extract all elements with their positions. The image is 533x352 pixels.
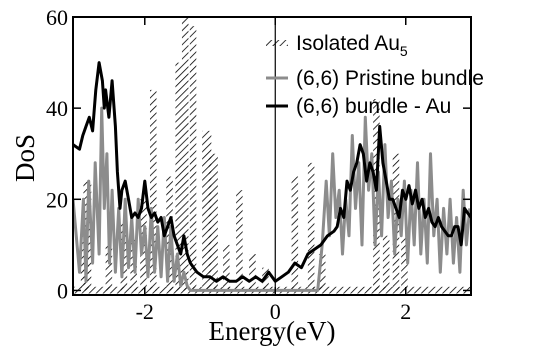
legend-entry-isolated-au5: Isolated Au5 xyxy=(266,32,408,59)
isolated-au5-peak xyxy=(307,162,315,291)
x-tick-label: 2 xyxy=(400,299,411,324)
legend-swatch-hatched xyxy=(266,40,288,46)
isolated-au5-peak xyxy=(189,26,197,291)
isolated-au5-peak xyxy=(249,253,256,291)
axis-ticks xyxy=(73,16,471,295)
y-tick-label: 0 xyxy=(57,278,68,303)
isolated-au5-peak xyxy=(208,153,218,291)
x-tick-label: -2 xyxy=(136,299,154,324)
legend-label-pristine-bundle: (6,6) Pristine bundle xyxy=(296,67,484,90)
plot-frame xyxy=(72,16,472,296)
legend-label-bundle-au: (6,6) bundle - Au xyxy=(296,95,451,118)
legend: Isolated Au5 (6,6) Pristine bundle (6,6)… xyxy=(266,32,484,118)
legend-entry-bundle-au: (6,6) bundle - Au xyxy=(266,95,451,118)
plot-area xyxy=(73,17,471,295)
y-tick-label: 60 xyxy=(46,5,68,30)
y-tick-label: 40 xyxy=(46,96,68,121)
legend-entry-pristine-bundle: (6,6) Pristine bundle xyxy=(266,67,484,90)
isolated-au5-peak xyxy=(181,17,189,291)
isolated-au5-peak xyxy=(382,235,390,291)
isolated-au5-peak xyxy=(236,190,243,291)
x-tick-label: 0 xyxy=(270,299,281,324)
pristine-bundle-line xyxy=(73,106,471,292)
isolated-au5-peak xyxy=(223,244,230,291)
x-axis-title: Energy(eV) xyxy=(209,316,336,346)
y-axis-title: DoS xyxy=(10,134,40,182)
y-tick-label: 20 xyxy=(46,187,68,212)
isolated-au5-peak xyxy=(175,62,182,291)
isolated-au5-peak xyxy=(291,176,299,291)
legend-label-isolated-au5: Isolated Au5 xyxy=(296,32,408,59)
